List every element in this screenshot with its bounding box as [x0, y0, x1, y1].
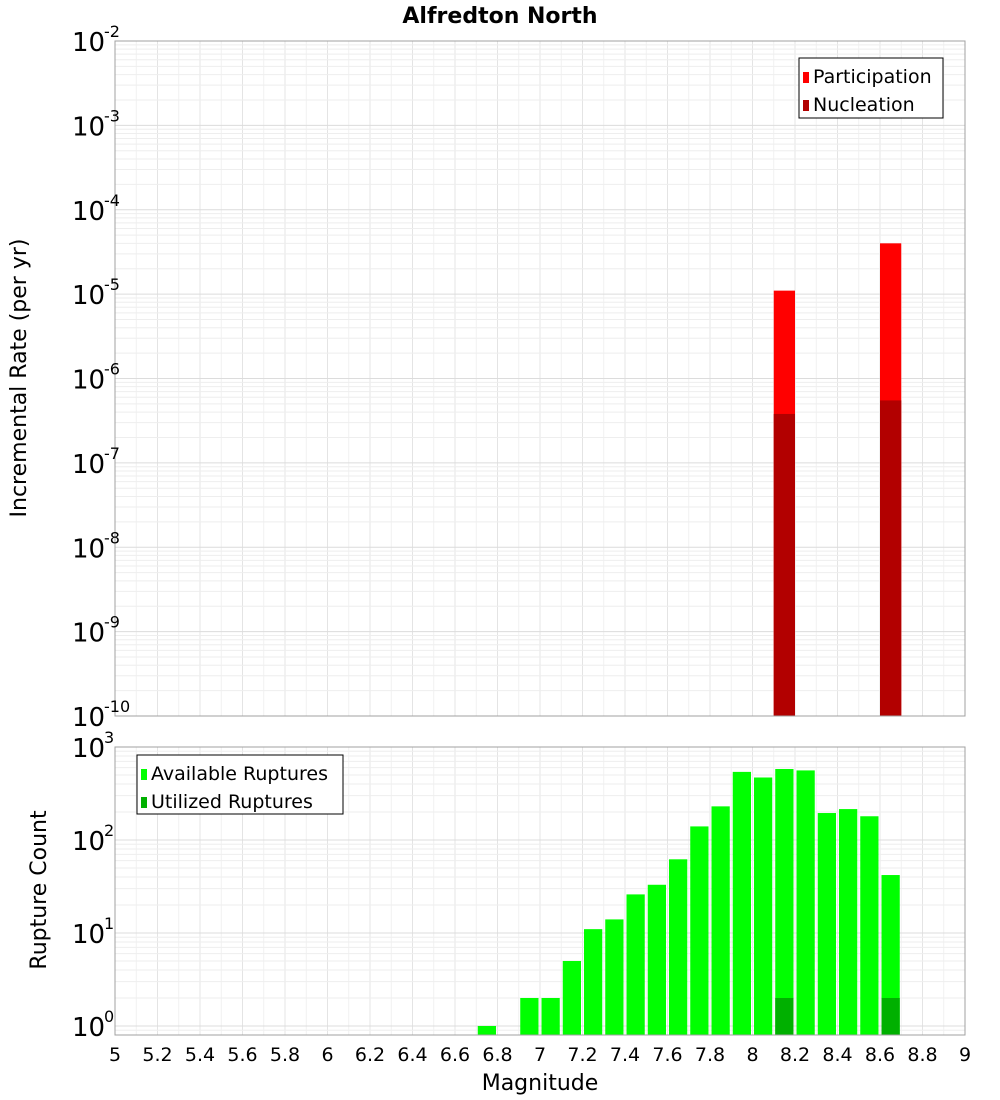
x-tick-label: 5.4 [185, 1044, 215, 1066]
legend-label: Utilized Ruptures [151, 791, 313, 813]
y-tick-exponent: -7 [104, 444, 120, 463]
x-tick-label: 7.4 [610, 1044, 640, 1066]
bar [773, 413, 795, 716]
y-tick-label: 10 [72, 28, 105, 58]
y-tick-exponent: -9 [104, 613, 120, 632]
legend-swatch [803, 72, 809, 83]
y-tick-label: 10 [72, 619, 105, 649]
bar [817, 813, 836, 1035]
y-tick-exponent: 2 [104, 821, 114, 840]
y-tick-exponent: -3 [104, 106, 120, 125]
bar [711, 806, 730, 1035]
bar [860, 816, 879, 1035]
y-tick-exponent: 0 [104, 1007, 114, 1026]
bar [477, 1025, 496, 1035]
y-tick-label: 10 [72, 734, 105, 764]
x-tick-label: 8 [746, 1044, 758, 1066]
y-tick-exponent: -4 [104, 191, 120, 210]
x-tick-label: 6.4 [397, 1044, 427, 1066]
legend [136, 754, 344, 815]
bar [796, 770, 815, 1035]
legend-label: Nucleation [813, 94, 915, 116]
legend-swatch [141, 769, 147, 780]
rate-y-axis-label: Incremental Rate (per yr) [7, 239, 32, 518]
bar [775, 769, 794, 1035]
bar [669, 859, 688, 1035]
bar [647, 884, 666, 1035]
y-tick-label: 10 [72, 920, 105, 950]
legend-swatch [141, 797, 147, 808]
bar [562, 960, 581, 1035]
bar [775, 997, 794, 1035]
legend-swatch [803, 100, 809, 111]
plot-frame [114, 40, 966, 717]
bar [626, 894, 645, 1035]
bar [732, 771, 751, 1035]
y-tick-exponent: -6 [104, 360, 120, 379]
x-tick-label: 7.6 [652, 1044, 682, 1066]
y-tick-exponent: -5 [104, 275, 120, 294]
x-tick-label: 8.8 [907, 1044, 937, 1066]
count-y-axis-label: Rupture Count [27, 810, 52, 970]
x-tick-label: 5 [109, 1044, 121, 1066]
rate-panel: 10-1010-910-810-710-610-510-410-310-2Par… [72, 22, 966, 733]
x-tick-label: 8.2 [780, 1044, 810, 1066]
y-tick-exponent: 1 [104, 914, 114, 933]
x-tick-label: 8.4 [822, 1044, 852, 1066]
x-tick-label: 5.6 [227, 1044, 257, 1066]
bar [881, 875, 900, 1035]
x-tick-label: 6.6 [440, 1044, 470, 1066]
legend [798, 57, 944, 119]
bar [605, 919, 624, 1035]
chart-title: Alfredton North [402, 4, 597, 29]
y-tick-label: 10 [72, 366, 105, 396]
y-tick-label: 10 [72, 281, 105, 311]
y-tick-exponent: -8 [104, 528, 120, 547]
x-tick-label: 7.2 [567, 1044, 597, 1066]
x-tick-label: 7.8 [695, 1044, 725, 1066]
y-tick-exponent: -10 [104, 697, 130, 716]
plot-frame [114, 746, 966, 1036]
x-tick-label: 8.6 [865, 1044, 895, 1066]
bar [754, 777, 773, 1035]
bar [584, 929, 603, 1035]
y-tick-label: 10 [72, 703, 105, 733]
x-axis-label: Magnitude [482, 1071, 599, 1096]
bar [839, 809, 858, 1035]
x-tick-label: 7 [534, 1044, 546, 1066]
x-tick-label: 5.8 [270, 1044, 300, 1066]
x-tick-label: 5.2 [142, 1044, 172, 1066]
y-tick-label: 10 [72, 197, 105, 227]
bar [881, 997, 900, 1035]
x-tick-label: 6.2 [355, 1044, 385, 1066]
x-tick-label: 9 [959, 1044, 971, 1066]
y-tick-exponent: -2 [104, 22, 120, 41]
x-tick-label: 6.8 [482, 1044, 512, 1066]
y-tick-label: 10 [72, 112, 105, 142]
legend-label: Participation [813, 66, 932, 88]
bar [541, 997, 560, 1035]
y-tick-label: 10 [72, 1013, 105, 1043]
legend-label: Available Ruptures [151, 763, 328, 785]
y-tick-label: 10 [72, 827, 105, 857]
bar [520, 997, 539, 1035]
x-tick-label: 6 [321, 1044, 333, 1066]
y-tick-label: 10 [72, 450, 105, 480]
y-tick-label: 10 [72, 534, 105, 564]
bar [880, 400, 902, 716]
bar [690, 826, 709, 1035]
y-tick-exponent: 3 [104, 728, 114, 747]
